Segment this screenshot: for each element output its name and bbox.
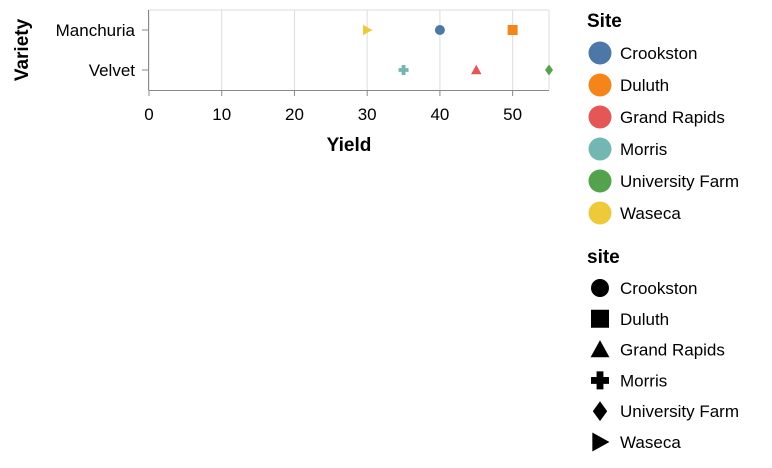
point-velvet-grand-rapids: [471, 64, 482, 75]
shape-legend-symbol-crookston: [591, 279, 609, 297]
shape-legend-label-morris: Morris: [620, 371, 667, 390]
shape-legend-symbol-morris: [591, 371, 609, 390]
point-velvet-morris: [398, 65, 409, 75]
y-axis-ticks: Manchuria Velvet: [56, 21, 149, 80]
shape-legend-label-duluth: Duluth: [620, 310, 669, 329]
color-legend-label-waseca: Waseca: [620, 204, 681, 223]
data-points: [362, 24, 553, 76]
shape-legend-symbol-grand-rapids: [590, 340, 610, 358]
y-tick-label-velvet: Velvet: [89, 61, 136, 80]
color-legend-swatch-waseca: [588, 201, 612, 225]
point-manchuria-crookston: [434, 25, 445, 35]
shape-legend-label-waseca: Waseca: [620, 433, 681, 452]
color-legend-label-duluth: Duluth: [620, 76, 669, 95]
x-tick-label-10: 10: [212, 105, 231, 124]
y-axis-title: Variety: [12, 18, 33, 81]
x-axis-title: Yield: [327, 135, 372, 156]
color-legend-swatch-duluth: [588, 73, 612, 97]
point-manchuria-waseca: [362, 24, 373, 36]
x-tick-label-50: 50: [503, 105, 522, 124]
x-tick-label-0: 0: [144, 105, 153, 124]
shape-legend-label-grand-rapids: Grand Rapids: [620, 341, 725, 360]
color-legend-title: Site: [587, 11, 622, 32]
x-axis-ticks: 0 10 20 30 40 50: [144, 90, 522, 124]
color-legend: Site Crookston Duluth Grand Rapids Morris Un…: [587, 11, 739, 225]
shape-legend-label-crookston: Crookston: [620, 279, 697, 298]
color-legend-label-morris: Morris: [620, 140, 667, 159]
shape-legend-label-university-farm: University Farm: [620, 402, 739, 421]
grid-lines: [148, 9, 550, 90]
color-legend-swatch-university-farm: [588, 169, 612, 193]
point-velvet-university-farm: [545, 64, 553, 76]
shape-legend-title: site: [587, 247, 620, 268]
shape-legend: site Crookston Duluth Grand Rapids Morris Un…: [587, 247, 739, 452]
color-legend-label-university-farm: University Farm: [620, 172, 739, 191]
color-legend-label-crookston: Crookston: [620, 44, 697, 63]
axes: 0 10 20 30 40 50 Manchuria Velvet Yield Variet…: [12, 10, 549, 156]
x-tick-label-20: 20: [285, 105, 304, 124]
color-legend-swatch-crookston: [588, 41, 612, 65]
color-legend-label-grand-rapids: Grand Rapids: [620, 108, 725, 127]
shape-legend-symbol-university-farm: [592, 401, 608, 422]
color-legend-swatch-morris: [588, 137, 612, 161]
color-legend-swatch-grand-rapids: [588, 105, 612, 129]
shape-legend-symbol-duluth: [591, 309, 609, 328]
x-tick-label-40: 40: [430, 105, 449, 124]
shape-legend-symbol-waseca: [592, 432, 610, 452]
y-tick-label-manchuria: Manchuria: [56, 21, 136, 40]
x-tick-label-30: 30: [358, 105, 377, 124]
point-manchuria-duluth: [507, 25, 518, 35]
